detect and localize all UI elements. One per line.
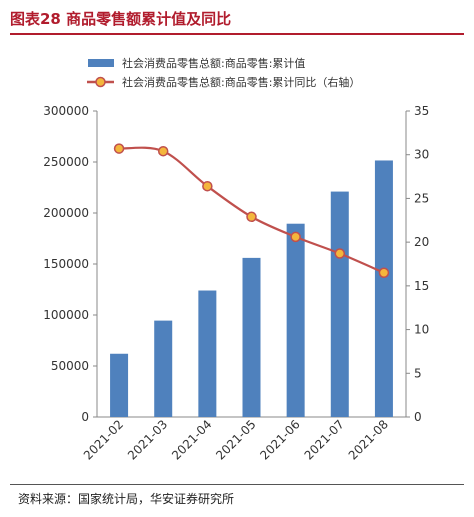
right-tick-label: 15 — [414, 279, 429, 293]
title-rule — [10, 33, 464, 35]
line-point-2021-06 — [290, 231, 301, 243]
right-tick-label: 10 — [414, 323, 429, 337]
left-tick-label: 50000 — [51, 359, 89, 373]
left-axis-ticks: 0 50000 100000 150000 200000 250000 300000 — [43, 104, 97, 424]
bar-2021-06 — [286, 223, 305, 417]
bar-2021-03 — [154, 320, 173, 417]
source-rule — [10, 484, 464, 485]
line-series — [113, 143, 390, 278]
legend: 社会消费品零售总额:商品零售:累计值 社会消费品零售总额:商品零售:累计同比（右… — [87, 56, 360, 89]
chart: 社会消费品零售总额:商品零售:累计值 社会消费品零售总额:商品零售:累计同比（右… — [43, 56, 429, 463]
right-tick-label: 25 — [414, 191, 429, 205]
x-tick-label: 2021-03 — [125, 417, 170, 462]
line-point-2021-07 — [334, 248, 346, 259]
line-point-2021-03 — [157, 145, 169, 157]
left-tick-label: 250000 — [43, 155, 89, 169]
left-tick-label: 300000 — [43, 104, 89, 118]
bar-2021-08 — [374, 160, 393, 417]
legend-bar-swatch — [88, 59, 114, 67]
source-note: 资料来源：国家统计局，华安证券研究所 — [18, 492, 235, 506]
x-tick-label: 2021-07 — [302, 417, 347, 462]
line-point-2021-02 — [113, 143, 125, 154]
bar-2021-02 — [110, 353, 129, 417]
left-tick-label: 0 — [81, 410, 89, 424]
x-tick-label: 2021-05 — [213, 417, 258, 462]
figure-title: 图表28 商品零售额累计值及同比 — [10, 10, 232, 28]
legend-line-label: 社会消费品零售总额:商品零售:累计同比（右轴） — [122, 75, 360, 89]
legend-bar-label: 社会消费品零售总额:商品零售:累计值 — [122, 56, 305, 70]
line-point-2021-05 — [246, 211, 257, 223]
right-tick-label: 30 — [414, 148, 429, 162]
x-tick-label: 2021-08 — [346, 417, 391, 462]
right-axis-ticks: 0 5 10 15 20 25 30 35 — [406, 104, 429, 424]
bar-2021-07 — [330, 191, 349, 417]
legend-line-marker — [95, 76, 106, 88]
right-tick-label: 35 — [414, 104, 429, 118]
line-point-2021-08 — [378, 267, 390, 278]
right-tick-label: 0 — [414, 410, 422, 424]
x-tick-label: 2021-02 — [81, 417, 126, 462]
left-tick-label: 150000 — [43, 257, 89, 271]
x-tick-label: 2021-06 — [257, 417, 302, 462]
left-tick-label: 100000 — [43, 308, 89, 322]
right-tick-label: 5 — [414, 366, 422, 380]
left-tick-label: 200000 — [43, 206, 89, 220]
x-tick-label: 2021-04 — [169, 417, 214, 462]
bar-2021-04 — [198, 290, 217, 417]
bar-series — [110, 160, 393, 417]
bar-2021-05 — [242, 257, 261, 417]
line-point-2021-04 — [202, 180, 213, 192]
right-tick-label: 20 — [414, 235, 429, 249]
x-axis-ticks: 2021-022021-032021-042021-052021-062021-… — [81, 417, 391, 462]
